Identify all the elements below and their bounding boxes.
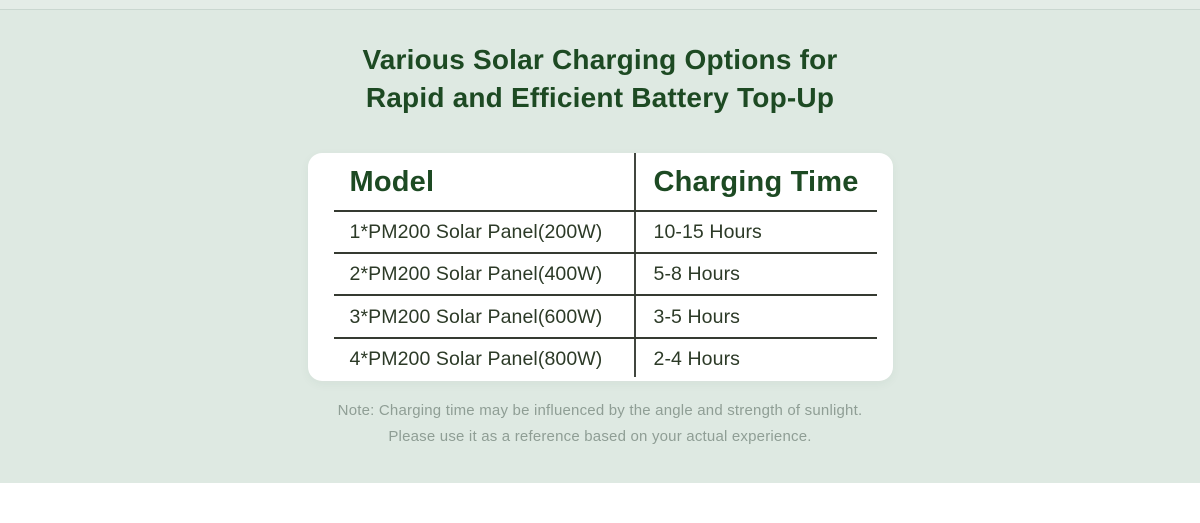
table-row-3-model-cell: 3*PM200 Solar Panel(600W) (349, 305, 603, 328)
note-line-2: Please use it as a reference based on yo… (388, 428, 812, 445)
charging-note: Note: Charging time may be influenced by… (0, 398, 1200, 450)
title-line-1: Various Solar Charging Options for (362, 44, 838, 75)
solar-charging-section: Various Solar Charging Options for Rapid… (0, 0, 1200, 483)
section-top-divider (0, 0, 1200, 10)
section-title: Various Solar Charging Options for Rapid… (0, 0, 1200, 117)
table-column-divider (633, 153, 636, 377)
table-row-divider-3 (333, 336, 877, 339)
table-row-divider-2 (333, 294, 877, 296)
table-row-3-time-cell: 3-5 Hours (653, 305, 741, 328)
table-row-1-model-cell: 1*PM200 Solar Panel(200W) (349, 220, 603, 243)
table-row-4-model-cell: 4*PM200 Solar Panel(800W) (349, 348, 603, 371)
charging-table-card: Model Charging Time 1*PM200 Solar Panel(… (307, 153, 893, 381)
note-line-1: Note: Charging time may be influenced by… (337, 402, 863, 419)
table-header-underline (333, 210, 877, 212)
table-header-model: Model (349, 165, 435, 198)
table-row-divider-1 (333, 252, 877, 254)
table-row-4-time-cell: 2-4 Hours (653, 348, 741, 371)
charging-table: Model Charging Time 1*PM200 Solar Panel(… (308, 153, 893, 381)
title-line-2: Rapid and Efficient Battery Top-Up (365, 82, 835, 113)
table-row-1-time-cell: 10-15 Hours (653, 220, 762, 243)
table-row-2-model-cell: 2*PM200 Solar Panel(400W) (349, 263, 603, 286)
table-row-2-time-cell: 5-8 Hours (653, 263, 741, 286)
table-header-charging-time: Charging Time (653, 165, 859, 198)
